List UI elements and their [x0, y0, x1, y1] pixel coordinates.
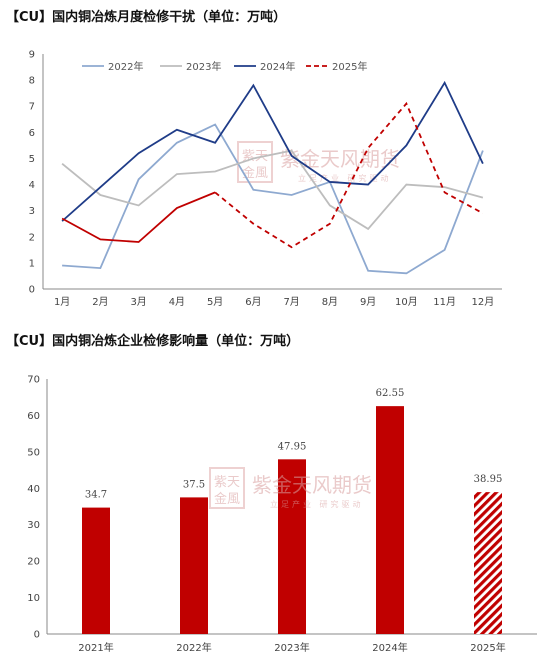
y-tick-label: 4 — [29, 180, 35, 191]
data-label: 34.7 — [85, 490, 107, 501]
data-label: 62.55 — [376, 388, 405, 399]
x-tick-label: 2022年 — [176, 641, 211, 654]
x-tick-label: 5月 — [207, 296, 223, 308]
watermark-seal-text: 金風 — [214, 491, 240, 507]
y-tick-label: 20 — [27, 557, 40, 568]
y-tick-label: 70 — [27, 375, 40, 386]
y-tick-label: 50 — [27, 447, 40, 458]
x-tick-label: 2月 — [92, 296, 108, 308]
y-tick-label: 0 — [34, 630, 40, 641]
x-tick-label: 2024年 — [372, 641, 407, 654]
bar-2025年 — [474, 492, 502, 634]
x-tick-label: 10月 — [395, 296, 418, 308]
watermark-subtitle: 立足产业 研究驱动 — [298, 173, 392, 183]
series-line-2023年 — [61, 149, 484, 231]
data-label: 38.95 — [474, 474, 503, 485]
watermark-seal-text: 金風 — [242, 165, 268, 181]
data-label: 47.95 — [278, 441, 307, 452]
y-tick-label: 0 — [29, 285, 35, 296]
y-tick-label: 7 — [29, 102, 35, 113]
legend-label: 2024年 — [260, 60, 295, 73]
line-chart-title: 【CU】国内铜冶炼月度检修干扰（单位：万吨） — [6, 10, 287, 25]
y-tick-label: 5 — [29, 154, 35, 165]
watermark-seal-text: 紫天 — [214, 475, 240, 490]
watermark-seal-frame — [209, 467, 245, 509]
y-tick-label: 3 — [29, 206, 35, 217]
bar-2021年 — [82, 507, 110, 634]
bar-chart: 0 10 20 30 40 50 60 70 34.7 2021年 37.5 2022年 47.95 20… — [27, 375, 537, 654]
x-tick-label: 6月 — [245, 296, 261, 308]
bar-2023年 — [278, 459, 306, 634]
x-tick-label: 12月 — [472, 296, 495, 308]
y-tick-label: 60 — [27, 411, 40, 422]
series-line-2024年 — [61, 80, 484, 222]
x-tick-label: 9月 — [360, 296, 376, 308]
bar-2022年 — [180, 497, 208, 634]
x-tick-label: 2021年 — [78, 641, 113, 654]
y-tick-label: 1 — [29, 258, 35, 269]
y-tick-label: 8 — [29, 76, 35, 87]
series-line-2022年 — [62, 123, 484, 275]
legend-label: 2023年 — [186, 60, 221, 73]
watermark-name: 紫金天风期货 — [280, 147, 400, 171]
bar-2024年 — [376, 406, 404, 634]
legend-label: 2025年 — [332, 60, 367, 73]
x-tick-label: 11月 — [433, 296, 456, 308]
x-tick-label: 2025年 — [470, 641, 505, 654]
y-tick-label: 40 — [27, 484, 40, 495]
series-line-2025年-forecast — [214, 101, 484, 249]
bar-chart-title: 【CU】国内铜冶炼企业检修影响量（单位：万吨） — [6, 334, 300, 349]
x-tick-label: 1月 — [54, 296, 70, 308]
y-tick-label: 30 — [27, 520, 40, 531]
y-tick-label: 9 — [29, 50, 35, 61]
legend-label: 2022年 — [108, 60, 143, 73]
x-tick-label: 2023年 — [274, 641, 309, 654]
watermark-subtitle: 立足产业 研究驱动 — [270, 499, 364, 509]
x-tick-label: 3月 — [130, 296, 146, 308]
x-tick-label: 7月 — [283, 296, 299, 308]
x-tick-label: 4月 — [169, 296, 185, 308]
y-tick-label: 6 — [29, 128, 35, 139]
y-tick-label: 2 — [29, 232, 35, 243]
x-tick-label: 8月 — [322, 296, 338, 308]
data-label: 37.5 — [183, 479, 205, 490]
watermark-name: 紫金天风期货 — [252, 473, 372, 497]
y-tick-label: 10 — [27, 593, 40, 604]
